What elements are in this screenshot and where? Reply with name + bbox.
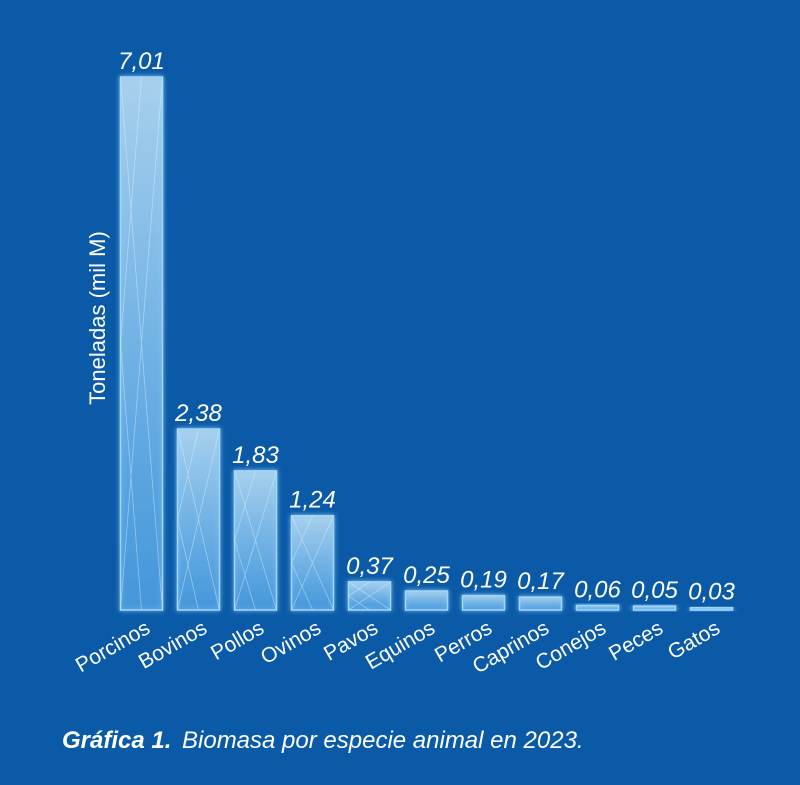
value-label: 0,03 [688,579,735,606]
bar [461,594,506,611]
bar-mesh [177,428,220,611]
value-label: 2,38 [174,400,222,427]
bar [689,606,734,611]
bar [518,596,563,611]
value-label: 0,06 [574,576,621,603]
bar-mesh [291,515,334,611]
bar [575,604,620,611]
bar [632,605,677,611]
bar [404,590,449,611]
bar [347,581,392,611]
value-label: 0,19 [460,567,507,594]
bar-mesh [347,581,391,611]
value-label: 0,25 [403,562,450,589]
bar [119,76,164,611]
caption-label: Gráfica 1. [62,727,171,754]
value-label: 0,37 [346,553,394,580]
value-label: 0,05 [631,577,678,604]
y-axis-label: Toneladas (mil M) [85,231,110,405]
bar [233,470,278,611]
value-label: 0,17 [517,568,565,595]
caption-text: Biomasa por especie animal en 2023. [182,727,584,754]
bar [176,428,221,611]
value-label: 1,83 [232,442,279,469]
bar [290,514,335,611]
bar-mesh [234,470,277,611]
bar-mesh [120,76,163,611]
value-label: 7,01 [118,48,165,75]
value-label: 1,24 [289,487,336,514]
